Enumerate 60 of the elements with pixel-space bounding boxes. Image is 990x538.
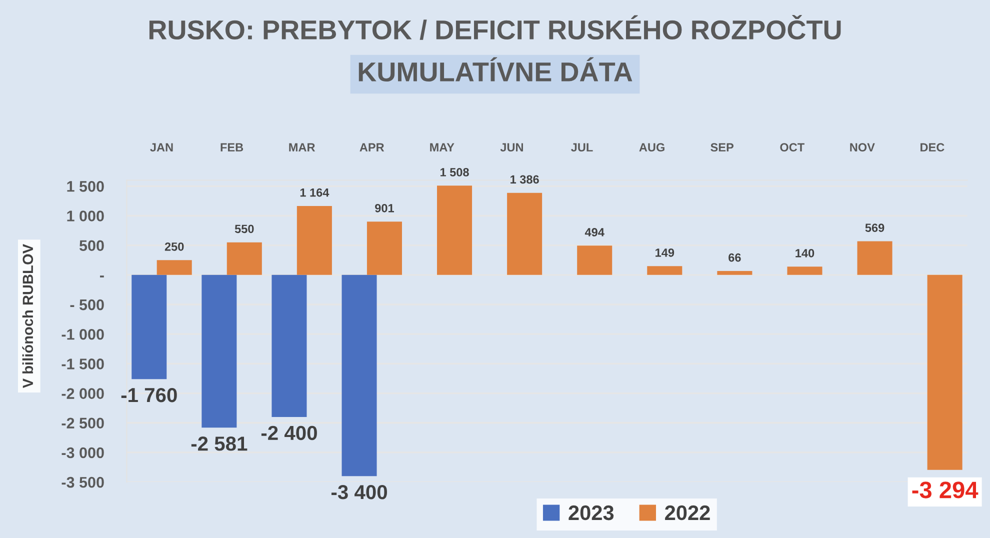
y-tick-label: 1 000 xyxy=(67,210,104,222)
y-tick-label: -2 000 xyxy=(62,388,104,399)
bar xyxy=(787,266,822,275)
x-tick-label: MAY xyxy=(430,143,454,152)
y-tick-label: 500 xyxy=(79,240,104,252)
y-tick-label: -3 000 xyxy=(62,447,104,458)
data-label: 1 164 xyxy=(300,188,330,197)
y-tick-label: 1 500 xyxy=(67,181,104,192)
y-tick-label: -3 500 xyxy=(62,476,104,488)
data-label: -3 400 xyxy=(332,484,387,500)
data-label: 1 386 xyxy=(510,175,539,184)
data-label: 494 xyxy=(584,228,604,236)
y-tick-label: -1 500 xyxy=(62,358,104,370)
x-tick-label: DEC xyxy=(920,143,944,152)
x-tick-label: MAR xyxy=(289,143,316,152)
chart-title: RUSKO: PREBYTOK / DEFICIT RUSKÉHO ROZPOČTU xyxy=(149,15,841,40)
x-tick-label: OCT xyxy=(780,143,804,152)
data-label: 66 xyxy=(728,253,741,262)
x-tick-label: JAN xyxy=(150,143,173,152)
data-label: 149 xyxy=(656,248,674,257)
legend-label: 2023 xyxy=(568,505,614,520)
y-tick-label: -2 500 xyxy=(62,418,104,429)
chart-subtitle: KUMULATÍVNE DÁTA xyxy=(358,57,632,82)
bar xyxy=(507,192,542,275)
bar xyxy=(647,266,682,275)
x-tick-label: APR xyxy=(360,143,384,152)
bar xyxy=(296,206,332,275)
bar xyxy=(342,274,377,476)
x-tick-label: AUG xyxy=(639,143,664,152)
bar xyxy=(156,260,192,275)
y-tick-label: - xyxy=(100,276,104,278)
data-label: -2 400 xyxy=(261,426,317,440)
data-label: -1 760 xyxy=(121,388,177,402)
data-label: -2 581 xyxy=(191,436,248,451)
x-tick-label: FEB xyxy=(220,143,244,152)
bar xyxy=(366,222,402,275)
bar xyxy=(577,246,612,275)
bar xyxy=(226,242,262,275)
data-label: 140 xyxy=(796,248,814,258)
data-label: 250 xyxy=(164,242,184,251)
x-tick-label: JUN xyxy=(500,143,523,152)
bar xyxy=(202,274,237,428)
bar xyxy=(927,274,962,470)
data-label: -3 294 xyxy=(912,482,978,498)
y-tick-label: - 500 xyxy=(70,299,104,310)
data-label: 901 xyxy=(375,204,394,212)
data-label: 569 xyxy=(865,224,884,232)
data-label: 550 xyxy=(234,224,254,234)
x-tick-label: NOV xyxy=(850,143,875,152)
bar xyxy=(132,274,167,380)
bar xyxy=(272,274,307,417)
bar xyxy=(717,271,752,275)
y-axis-title: V biliónoch RUBLOV xyxy=(22,244,34,388)
legend-label: 2022 xyxy=(665,505,710,520)
x-tick-label: SEP xyxy=(710,143,734,152)
bar xyxy=(857,241,892,275)
x-tick-label: JUL xyxy=(571,143,593,152)
data-label: 1 508 xyxy=(440,168,469,176)
bar xyxy=(437,186,472,275)
y-tick-label: -1 000 xyxy=(62,328,104,340)
